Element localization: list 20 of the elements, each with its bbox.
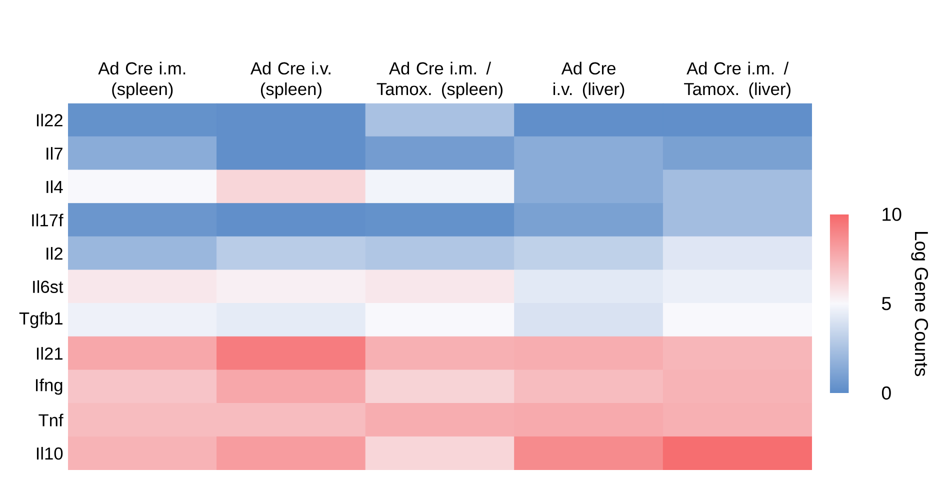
- y-tick-label: Tnf: [38, 414, 64, 426]
- x-tick-label: Ad Cre i.m. / Tamox. (spleen): [376, 62, 502, 99]
- color-bar-label: 5: [882, 297, 891, 310]
- color-bar-label: 10: [882, 208, 902, 221]
- x-tick-label: Ad Cre i.m. / Tamox. (liver): [684, 62, 790, 99]
- y-tick-label: Il2: [46, 247, 62, 260]
- y-tick-label: Il22: [36, 114, 62, 126]
- y-tick-label: Tgfb1: [19, 312, 62, 328]
- y-tick-label: Ifng: [36, 378, 62, 395]
- x-tick-label: Ad Cre i.v. (spleen): [250, 62, 330, 99]
- y-tick-label: Il6st: [33, 280, 64, 294]
- y-tick-label: Il4: [46, 180, 63, 193]
- color-bar-title: Log Gene Counts: [911, 232, 928, 376]
- x-tick-label: Ad Cre i.v. (liver): [554, 62, 624, 99]
- x-tick-label: Ad Cre i.m. (spleen): [98, 62, 186, 99]
- y-tick-label: Il17f: [32, 214, 64, 226]
- y-tick-label: Il10: [36, 446, 63, 460]
- y-tick-label: Il7: [46, 147, 62, 160]
- color-bar-label: 0: [882, 386, 891, 400]
- y-tick-label: Il21: [36, 347, 62, 360]
